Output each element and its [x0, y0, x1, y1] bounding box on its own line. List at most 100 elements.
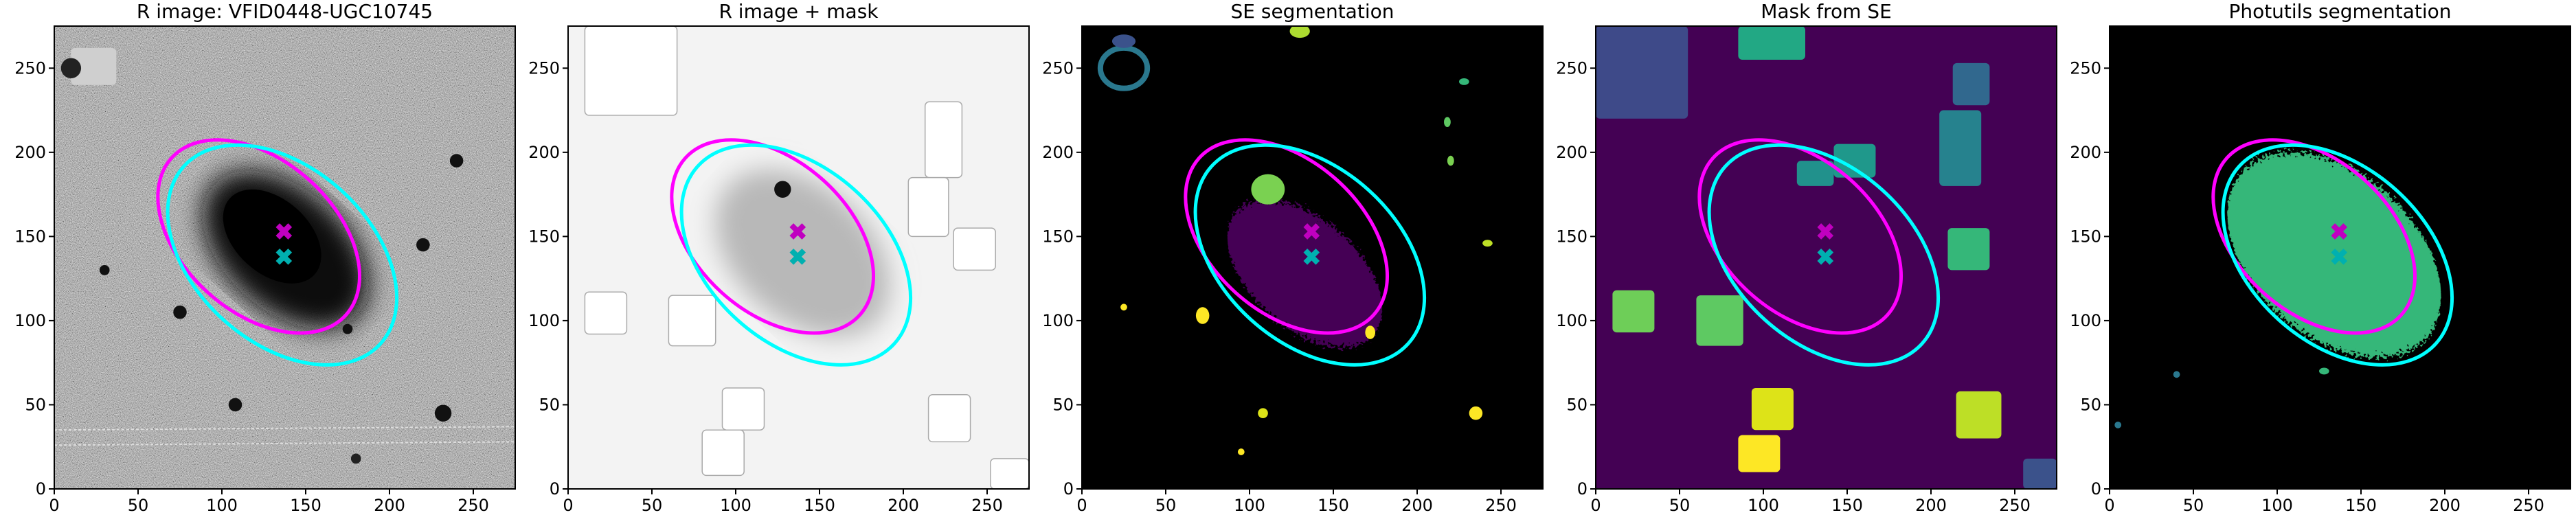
x-tick-label: 100 [1748, 496, 1779, 515]
x-tick-label: 50 [128, 496, 149, 515]
source [1111, 34, 1136, 48]
y-tick-label: 100 [14, 311, 46, 330]
source [1365, 325, 1376, 339]
marker [1817, 223, 1834, 240]
segment [1751, 387, 1794, 431]
source [99, 265, 110, 275]
x-tick-label: 100 [2261, 496, 2293, 515]
segment [1796, 161, 1834, 186]
marker [275, 248, 293, 265]
y-tick-label: 100 [1042, 311, 1074, 330]
x-tick-label: 150 [290, 496, 321, 515]
x-tick-label: 200 [888, 496, 919, 515]
y-tick-label: 250 [1556, 58, 1588, 78]
y-tick-label: 200 [2070, 143, 2101, 162]
marker [1817, 248, 1834, 265]
y-tick-label: 200 [528, 143, 560, 162]
source [1459, 78, 1469, 85]
source [2173, 371, 2180, 378]
fit-ellipse [2211, 138, 2417, 335]
x-tick-label: 150 [2345, 496, 2377, 515]
mask-box [701, 429, 745, 477]
x-tick-label: 100 [206, 496, 238, 515]
y-tick-label: 150 [2070, 227, 2101, 246]
marker [1303, 223, 1320, 240]
source [1227, 200, 1383, 347]
x-tick-label: 0 [563, 496, 573, 515]
mask-box [924, 101, 963, 179]
marker [275, 223, 293, 240]
marker [1303, 248, 1320, 265]
y-tick-label: 100 [1556, 311, 1588, 330]
y-tick-label: 150 [14, 227, 46, 246]
marker [2331, 248, 2348, 265]
source [1289, 26, 1310, 38]
source [223, 189, 321, 284]
y-tick-label: 50 [539, 395, 560, 414]
fit-ellipse [2221, 143, 2454, 367]
mask-box [927, 393, 971, 443]
source [1482, 240, 1493, 247]
mask-box [584, 291, 628, 335]
source [1444, 117, 1451, 128]
x-tick-label: 50 [1669, 496, 1691, 515]
y-tick-label: 250 [528, 58, 560, 78]
x-tick-label: 250 [457, 496, 489, 515]
panel: Photutils segmentation 0 50 100 150 200 250 0 50… [2070, 0, 2571, 515]
panel-title: Mask from SE [1761, 0, 1892, 23]
axes-frame [2109, 25, 2571, 490]
x-tick-label: 250 [1485, 496, 1517, 515]
panel: R image + mask 0 50 100 150 200 250 0 50 100 150 20… [528, 0, 1030, 515]
source [60, 58, 82, 78]
source [1251, 174, 1285, 205]
segment [1596, 26, 1688, 119]
y-tick-label: 0 [36, 479, 46, 499]
y-tick-label: 50 [1052, 395, 1074, 414]
segment [1738, 435, 1781, 472]
source [1447, 155, 1454, 166]
image [568, 26, 1029, 489]
marker [789, 248, 806, 265]
y-tick-label: 150 [1556, 227, 1588, 246]
x-tick-label: 50 [1155, 496, 1177, 515]
fit-ellipse [166, 143, 399, 367]
segment [71, 47, 117, 85]
image [2110, 26, 2571, 489]
panel-title: R image + mask [719, 0, 879, 23]
axes-frame [1595, 25, 2057, 490]
mask-box [721, 387, 765, 431]
y-tick-label: 200 [14, 143, 46, 162]
x-tick-label: 0 [1590, 496, 1601, 515]
y-tick-label: 0 [1063, 479, 1074, 499]
x-tick-label: 250 [1999, 496, 2031, 515]
segment [2023, 458, 2057, 489]
x-tick-label: 250 [2513, 496, 2544, 515]
fit-ellipse [670, 138, 876, 335]
fit-ellipse [1184, 138, 1390, 335]
axes-frame [1081, 25, 1544, 490]
source [342, 323, 353, 334]
mask-box [990, 458, 1029, 489]
x-tick-label: 200 [1401, 496, 1433, 515]
segment [1947, 228, 1990, 271]
source [228, 398, 242, 412]
x-tick-label: 150 [1318, 496, 1349, 515]
source [449, 154, 464, 168]
marker [2331, 223, 2348, 240]
y-tick-label: 0 [550, 479, 560, 499]
x-tick-label: 200 [1915, 496, 1947, 515]
x-tick-label: 0 [2104, 496, 2114, 515]
y-tick-label: 150 [528, 227, 560, 246]
panel: Mask from SE 0 50 100 150 200 250 0 50 100 150 200 2… [1556, 0, 2057, 515]
source [1120, 304, 1127, 311]
panel-title: R image: VFID0448-UGC10745 [137, 0, 433, 23]
x-tick-label: 250 [971, 496, 1003, 515]
y-tick-label: 150 [1042, 227, 1074, 246]
y-tick-label: 250 [1042, 58, 1074, 78]
image [54, 26, 515, 489]
segment [1939, 110, 1982, 186]
panel-title: Photutils segmentation [2228, 0, 2451, 23]
x-tick-label: 0 [1076, 496, 1087, 515]
segment [1833, 144, 1876, 178]
